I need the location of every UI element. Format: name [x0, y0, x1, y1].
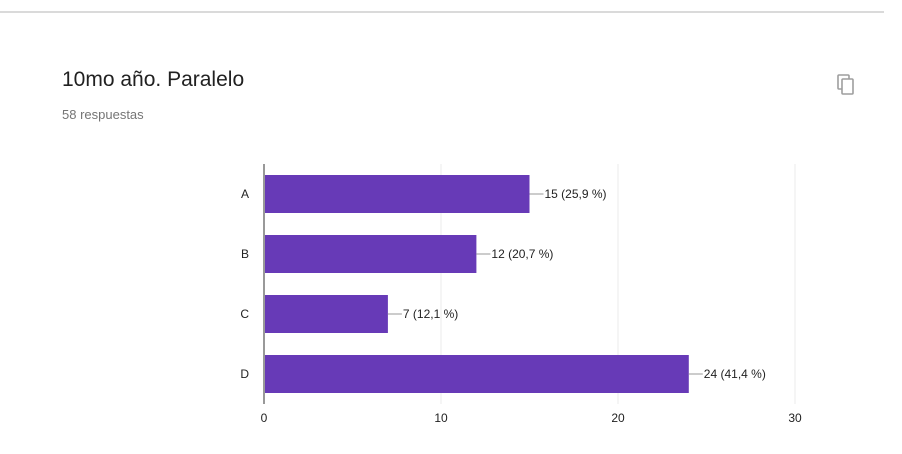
bar: [265, 295, 388, 333]
data-label: 12 (20,7 %): [491, 247, 553, 261]
x-tick-label: 0: [261, 411, 268, 425]
top-divider: [0, 0, 884, 13]
category-label: B: [241, 247, 249, 261]
category-label: C: [240, 307, 249, 321]
category-label: D: [240, 367, 249, 381]
category-label: A: [241, 187, 249, 201]
bar: [265, 235, 477, 273]
copy-chart-button[interactable]: [836, 73, 858, 97]
x-tick-label: 10: [434, 411, 448, 425]
x-tick-label: 20: [611, 411, 625, 425]
question-card: 10mo año. Paralelo 58 respuestas: [0, 13, 902, 454]
data-label: 15 (25,9 %): [545, 187, 607, 201]
response-count: 58 respuestas: [62, 107, 144, 122]
data-label: 24 (41,4 %): [704, 367, 766, 381]
bar: [265, 175, 530, 213]
x-tick-label: 30: [788, 411, 802, 425]
data-label: 7 (12,1 %): [403, 307, 458, 321]
question-title: 10mo año. Paralelo: [62, 68, 245, 91]
copy-icon: [837, 74, 854, 95]
bar: [265, 355, 689, 393]
